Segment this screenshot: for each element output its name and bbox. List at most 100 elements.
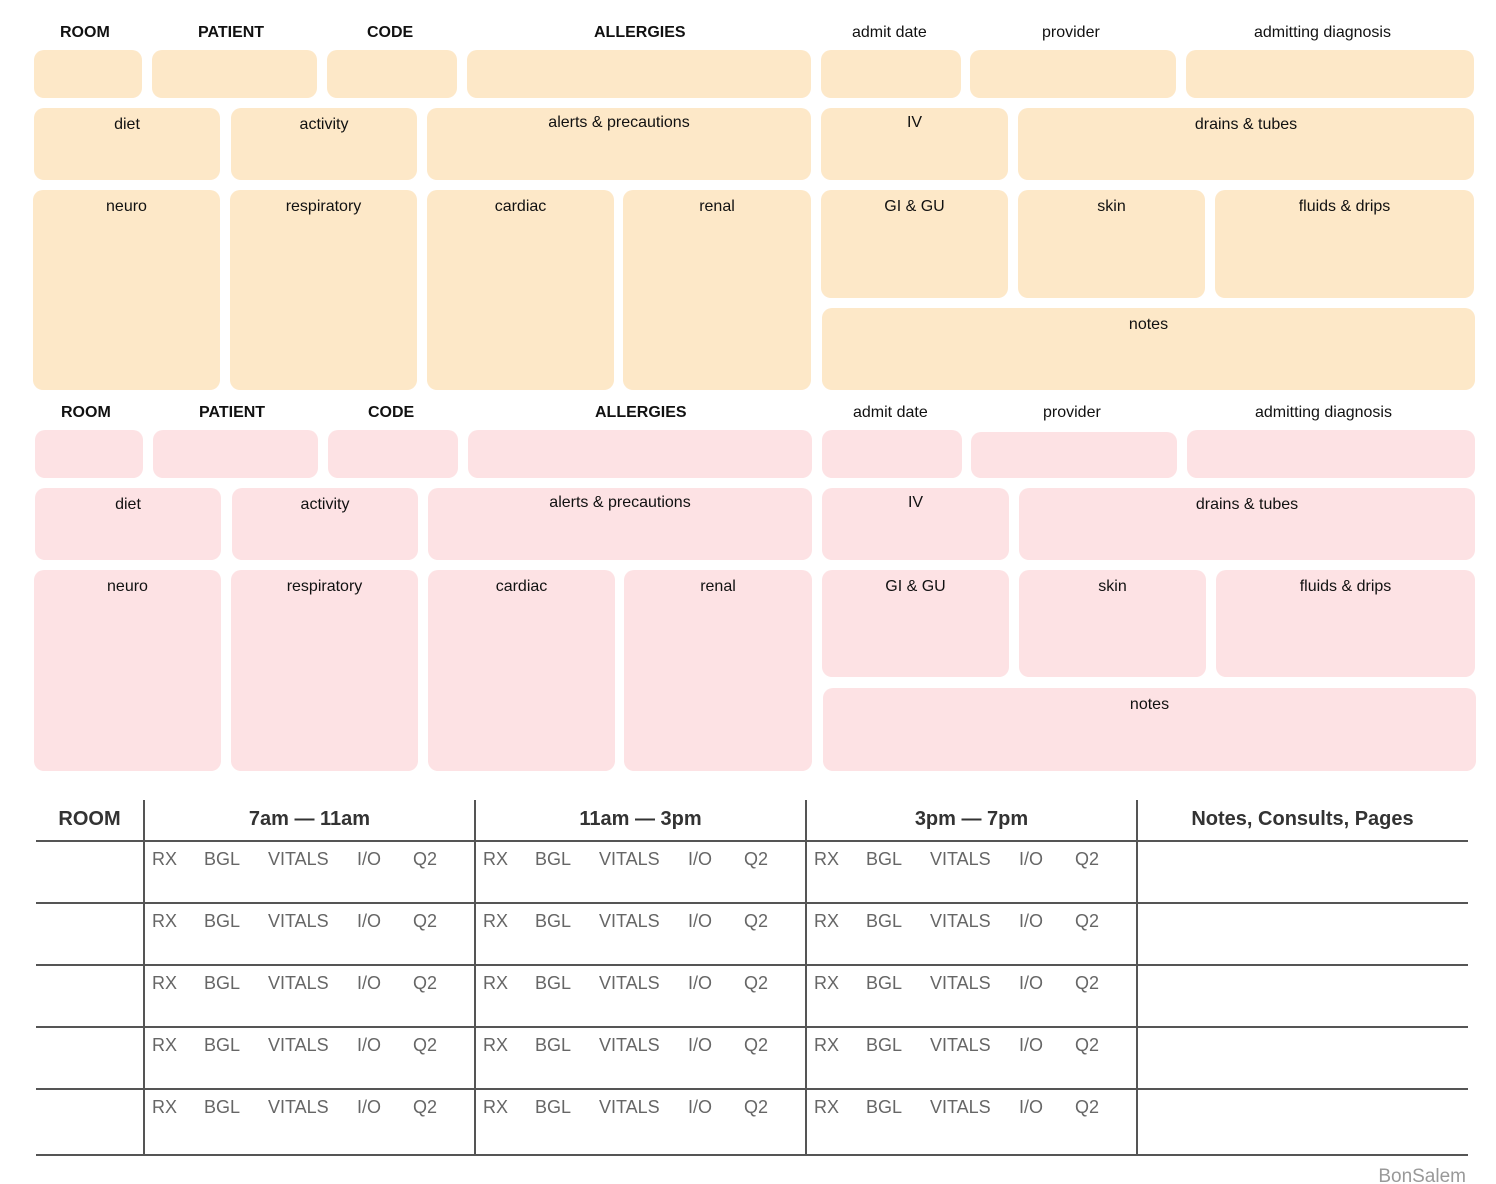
- check-vitals[interactable]: VITALS: [599, 973, 660, 993]
- check-bgl[interactable]: BGL: [866, 973, 903, 993]
- check-vitals[interactable]: VITALS: [268, 849, 329, 869]
- check-i-o[interactable]: I/O: [1019, 849, 1044, 869]
- check-i-o[interactable]: I/O: [1019, 1097, 1044, 1117]
- check-bgl[interactable]: BGL: [535, 1035, 572, 1055]
- check-q2[interactable]: Q2: [744, 1035, 769, 1055]
- code-field[interactable]: [327, 50, 457, 98]
- check-i-o[interactable]: I/O: [1019, 1035, 1044, 1055]
- cardiac-box[interactable]: cardiac: [428, 570, 615, 771]
- check-bgl[interactable]: BGL: [204, 1097, 241, 1117]
- check-i-o[interactable]: I/O: [357, 911, 382, 931]
- check-rx[interactable]: RX: [814, 1097, 840, 1117]
- check-bgl[interactable]: BGL: [866, 911, 903, 931]
- alerts-precautions-box[interactable]: alerts & precautions: [428, 488, 812, 560]
- check-rx[interactable]: RX: [152, 911, 178, 931]
- check-rx[interactable]: RX: [483, 973, 509, 993]
- check-i-o[interactable]: I/O: [357, 973, 382, 993]
- check-rx[interactable]: RX: [152, 1035, 178, 1055]
- skin-box[interactable]: skin: [1018, 190, 1205, 298]
- check-i-o[interactable]: I/O: [1019, 973, 1044, 993]
- check-q2[interactable]: Q2: [413, 1035, 438, 1055]
- check-vitals[interactable]: VITALS: [599, 911, 660, 931]
- iv-box[interactable]: IV: [821, 108, 1008, 180]
- check-rx[interactable]: RX: [814, 973, 840, 993]
- notes-box[interactable]: notes: [822, 308, 1475, 390]
- check-q2[interactable]: Q2: [744, 973, 769, 993]
- diet-box[interactable]: diet: [35, 488, 221, 560]
- diet-box[interactable]: diet: [34, 108, 220, 180]
- check-bgl[interactable]: BGL: [535, 849, 572, 869]
- check-vitals[interactable]: VITALS: [930, 849, 991, 869]
- allergies-field[interactable]: [467, 50, 811, 98]
- check-rx[interactable]: RX: [152, 849, 178, 869]
- check-i-o[interactable]: I/O: [1019, 911, 1044, 931]
- check-bgl[interactable]: BGL: [866, 1035, 903, 1055]
- check-q2[interactable]: Q2: [744, 849, 769, 869]
- respiratory-box[interactable]: respiratory: [231, 570, 418, 771]
- check-rx[interactable]: RX: [152, 973, 178, 993]
- check-bgl[interactable]: BGL: [866, 849, 903, 869]
- admit-date-field[interactable]: [822, 430, 962, 478]
- check-vitals[interactable]: VITALS: [930, 1097, 991, 1117]
- check-q2[interactable]: Q2: [1075, 1035, 1100, 1055]
- patient-field[interactable]: [152, 50, 317, 98]
- cardiac-box[interactable]: cardiac: [427, 190, 614, 390]
- fluids-drips-box[interactable]: fluids & drips: [1216, 570, 1475, 677]
- allergies-field[interactable]: [468, 430, 812, 478]
- fluids-drips-box[interactable]: fluids & drips: [1215, 190, 1474, 298]
- check-bgl[interactable]: BGL: [204, 1035, 241, 1055]
- check-bgl[interactable]: BGL: [866, 1097, 903, 1117]
- drains-tubes-box[interactable]: drains & tubes: [1019, 488, 1475, 560]
- check-vitals[interactable]: VITALS: [599, 1097, 660, 1117]
- check-i-o[interactable]: I/O: [688, 911, 713, 931]
- gi-gu-box[interactable]: GI & GU: [822, 570, 1009, 677]
- gi-gu-box[interactable]: GI & GU: [821, 190, 1008, 298]
- check-rx[interactable]: RX: [814, 849, 840, 869]
- provider-field[interactable]: [971, 432, 1177, 478]
- check-rx[interactable]: RX: [483, 911, 509, 931]
- check-i-o[interactable]: I/O: [688, 973, 713, 993]
- respiratory-box[interactable]: respiratory: [230, 190, 417, 390]
- check-vitals[interactable]: VITALS: [930, 1035, 991, 1055]
- check-bgl[interactable]: BGL: [535, 911, 572, 931]
- check-vitals[interactable]: VITALS: [930, 911, 991, 931]
- room-field[interactable]: [34, 50, 142, 98]
- check-rx[interactable]: RX: [814, 911, 840, 931]
- check-bgl[interactable]: BGL: [535, 973, 572, 993]
- provider-field[interactable]: [970, 50, 1176, 98]
- renal-box[interactable]: renal: [623, 190, 811, 390]
- activity-box[interactable]: activity: [232, 488, 418, 560]
- drains-tubes-box[interactable]: drains & tubes: [1018, 108, 1474, 180]
- check-i-o[interactable]: I/O: [357, 1035, 382, 1055]
- alerts-precautions-box[interactable]: alerts & precautions: [427, 108, 811, 180]
- check-rx[interactable]: RX: [483, 1035, 509, 1055]
- admitting-diagnosis-field[interactable]: [1186, 50, 1474, 98]
- check-i-o[interactable]: I/O: [357, 849, 382, 869]
- check-vitals[interactable]: VITALS: [268, 911, 329, 931]
- check-q2[interactable]: Q2: [1075, 973, 1100, 993]
- check-i-o[interactable]: I/O: [688, 849, 713, 869]
- check-q2[interactable]: Q2: [413, 849, 438, 869]
- check-vitals[interactable]: VITALS: [268, 1097, 329, 1117]
- check-bgl[interactable]: BGL: [204, 911, 241, 931]
- notes-box[interactable]: notes: [823, 688, 1476, 771]
- check-rx[interactable]: RX: [814, 1035, 840, 1055]
- check-vitals[interactable]: VITALS: [930, 973, 991, 993]
- check-q2[interactable]: Q2: [1075, 849, 1100, 869]
- check-rx[interactable]: RX: [152, 1097, 178, 1117]
- check-vitals[interactable]: VITALS: [599, 849, 660, 869]
- check-q2[interactable]: Q2: [1075, 1097, 1100, 1117]
- patient-field[interactable]: [153, 430, 318, 478]
- check-vitals[interactable]: VITALS: [268, 1035, 329, 1055]
- check-bgl[interactable]: BGL: [204, 849, 241, 869]
- check-q2[interactable]: Q2: [744, 911, 769, 931]
- room-field[interactable]: [35, 430, 143, 478]
- check-q2[interactable]: Q2: [1075, 911, 1100, 931]
- check-q2[interactable]: Q2: [413, 973, 438, 993]
- activity-box[interactable]: activity: [231, 108, 417, 180]
- check-bgl[interactable]: BGL: [204, 973, 241, 993]
- check-i-o[interactable]: I/O: [688, 1097, 713, 1117]
- admitting-diagnosis-field[interactable]: [1187, 430, 1475, 478]
- check-i-o[interactable]: I/O: [357, 1097, 382, 1117]
- check-rx[interactable]: RX: [483, 849, 509, 869]
